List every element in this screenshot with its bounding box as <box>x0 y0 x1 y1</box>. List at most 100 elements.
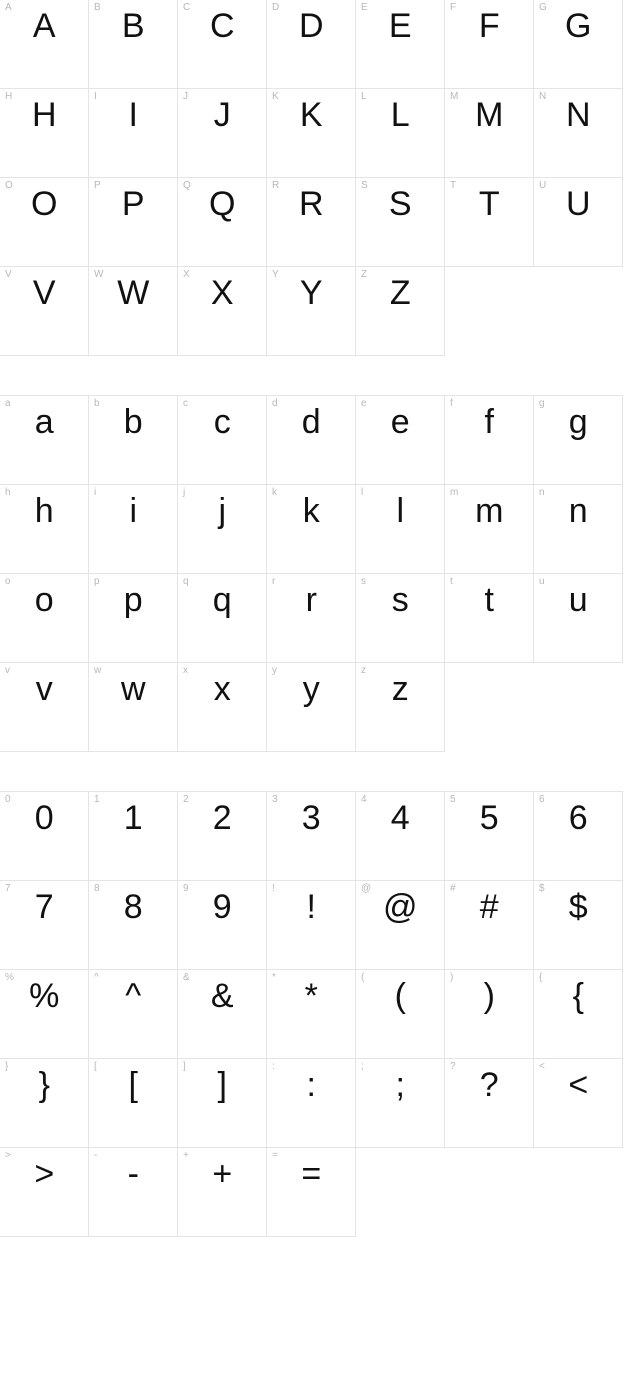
glyph-cell[interactable]: :: <box>266 1058 356 1148</box>
glyph-cell[interactable]: 99 <box>177 880 267 970</box>
glyph-cell[interactable]: ee <box>355 395 445 485</box>
glyph-cell[interactable]: CC <box>177 0 267 89</box>
glyph-cell[interactable]: aa <box>0 395 89 485</box>
glyph-cell[interactable]: 66 <box>533 791 623 881</box>
glyph-cell[interactable]: YY <box>266 266 356 356</box>
glyph-cell[interactable]: (( <box>355 969 445 1059</box>
glyph-cell[interactable]: ** <box>266 969 356 1059</box>
glyph-cell[interactable]: VV <box>0 266 89 356</box>
glyph-cell[interactable]: ll <box>355 484 445 574</box>
glyph-cell[interactable]: )) <box>444 969 534 1059</box>
glyph-cell[interactable]: QQ <box>177 177 267 267</box>
glyph-cell[interactable]: 44 <box>355 791 445 881</box>
glyph-cell[interactable]: ^^ <box>88 969 178 1059</box>
glyph-cell-glyph: x <box>178 671 266 708</box>
glyph-cell[interactable]: -- <box>88 1147 178 1237</box>
glyph-cell[interactable]: OO <box>0 177 89 267</box>
glyph-cell[interactable]: XX <box>177 266 267 356</box>
glyph-cell[interactable]: ww <box>88 662 178 752</box>
glyph-cell[interactable]: xx <box>177 662 267 752</box>
glyph-cell-glyph: t <box>445 582 533 619</box>
glyph-cell[interactable]: KK <box>266 88 356 178</box>
glyph-cell[interactable]: {{ <box>533 969 623 1059</box>
glyph-cell[interactable]: && <box>177 969 267 1059</box>
glyph-cell[interactable]: ZZ <box>355 266 445 356</box>
glyph-cell[interactable]: NN <box>533 88 623 178</box>
glyph-cell[interactable]: ]] <box>177 1058 267 1148</box>
glyph-cell[interactable]: UU <box>533 177 623 267</box>
glyph-cell[interactable]: vv <box>0 662 89 752</box>
glyph-cell-glyph: } <box>0 1067 88 1104</box>
glyph-cell[interactable]: zz <box>355 662 445 752</box>
glyph-cell[interactable]: uu <box>533 573 623 663</box>
glyph-cell[interactable]: !! <box>266 880 356 970</box>
glyph-cell[interactable]: II <box>88 88 178 178</box>
glyph-cell[interactable]: 11 <box>88 791 178 881</box>
glyph-cell[interactable]: ## <box>444 880 534 970</box>
glyph-cell[interactable]: ++ <box>177 1147 267 1237</box>
glyph-cell[interactable]: << <box>533 1058 623 1148</box>
glyph-cell[interactable]: bb <box>88 395 178 485</box>
glyph-cell[interactable]: hh <box>0 484 89 574</box>
glyph-cell-glyph: ] <box>178 1067 266 1104</box>
glyph-cell[interactable]: AA <box>0 0 89 89</box>
glyph-cell[interactable]: mm <box>444 484 534 574</box>
glyph-cell-glyph: Z <box>356 275 444 312</box>
glyph-cell[interactable]: nn <box>533 484 623 574</box>
glyph-cell[interactable]: kk <box>266 484 356 574</box>
glyph-cell[interactable]: == <box>266 1147 356 1237</box>
glyph-cell[interactable]: ss <box>355 573 445 663</box>
glyph-cell[interactable]: LL <box>355 88 445 178</box>
glyph-cell-glyph: Y <box>267 275 355 312</box>
glyph-cell-glyph: ^ <box>89 978 177 1015</box>
glyph-cell[interactable]: BB <box>88 0 178 89</box>
glyph-cell[interactable]: FF <box>444 0 534 89</box>
glyph-cell[interactable]: dd <box>266 395 356 485</box>
glyph-cell[interactable]: @@ <box>355 880 445 970</box>
glyph-cell[interactable]: ii <box>88 484 178 574</box>
glyph-cell[interactable]: ?? <box>444 1058 534 1148</box>
glyph-cell[interactable]: JJ <box>177 88 267 178</box>
glyph-cell[interactable]: 22 <box>177 791 267 881</box>
glyph-cell[interactable]: 00 <box>0 791 89 881</box>
glyph-cell[interactable]: RR <box>266 177 356 267</box>
glyph-cell[interactable]: rr <box>266 573 356 663</box>
glyph-cell[interactable]: 33 <box>266 791 356 881</box>
glyph-cell[interactable]: cc <box>177 395 267 485</box>
glyph-cell[interactable]: gg <box>533 395 623 485</box>
glyph-cell[interactable]: TT <box>444 177 534 267</box>
glyph-cell[interactable]: SS <box>355 177 445 267</box>
glyph-cell-glyph: ; <box>356 1067 444 1104</box>
glyph-cell[interactable]: DD <box>266 0 356 89</box>
glyph-cell[interactable]: oo <box>0 573 89 663</box>
glyph-cell[interactable]: >> <box>0 1147 89 1237</box>
glyph-cell[interactable]: EE <box>355 0 445 89</box>
glyph-cell[interactable]: pp <box>88 573 178 663</box>
glyph-cell-glyph: R <box>267 186 355 223</box>
glyph-cell[interactable]: 55 <box>444 791 534 881</box>
glyph-cell[interactable]: HH <box>0 88 89 178</box>
glyph-cell[interactable]: WW <box>88 266 178 356</box>
glyph-grid: 00112233445566 778899!!@@##$$%%^^&&**(())… <box>0 792 631 1237</box>
glyph-cell[interactable]: %% <box>0 969 89 1059</box>
glyph-cell[interactable]: PP <box>88 177 178 267</box>
glyph-cell[interactable]: jj <box>177 484 267 574</box>
glyph-cell-glyph: B <box>89 8 177 45</box>
glyph-cell[interactable]: 88 <box>88 880 178 970</box>
glyph-cell[interactable]: $$ <box>533 880 623 970</box>
glyph-cell[interactable]: MM <box>444 88 534 178</box>
glyph-cell-glyph: i <box>89 493 177 530</box>
glyph-cell-glyph: T <box>445 186 533 223</box>
glyph-cell[interactable]: GG <box>533 0 623 89</box>
glyph-cell[interactable]: [[ <box>88 1058 178 1148</box>
glyph-cell[interactable]: ff <box>444 395 534 485</box>
glyph-cell[interactable]: yy <box>266 662 356 752</box>
glyph-cell-glyph: 3 <box>267 800 355 837</box>
glyph-cell[interactable]: 77 <box>0 880 89 970</box>
glyph-cell[interactable]: }} <box>0 1058 89 1148</box>
glyph-cell[interactable]: ;; <box>355 1058 445 1148</box>
glyph-cell[interactable]: tt <box>444 573 534 663</box>
glyph-cell-glyph: U <box>534 186 622 223</box>
glyph-cell[interactable]: qq <box>177 573 267 663</box>
glyph-cell-glyph: b <box>89 404 177 441</box>
